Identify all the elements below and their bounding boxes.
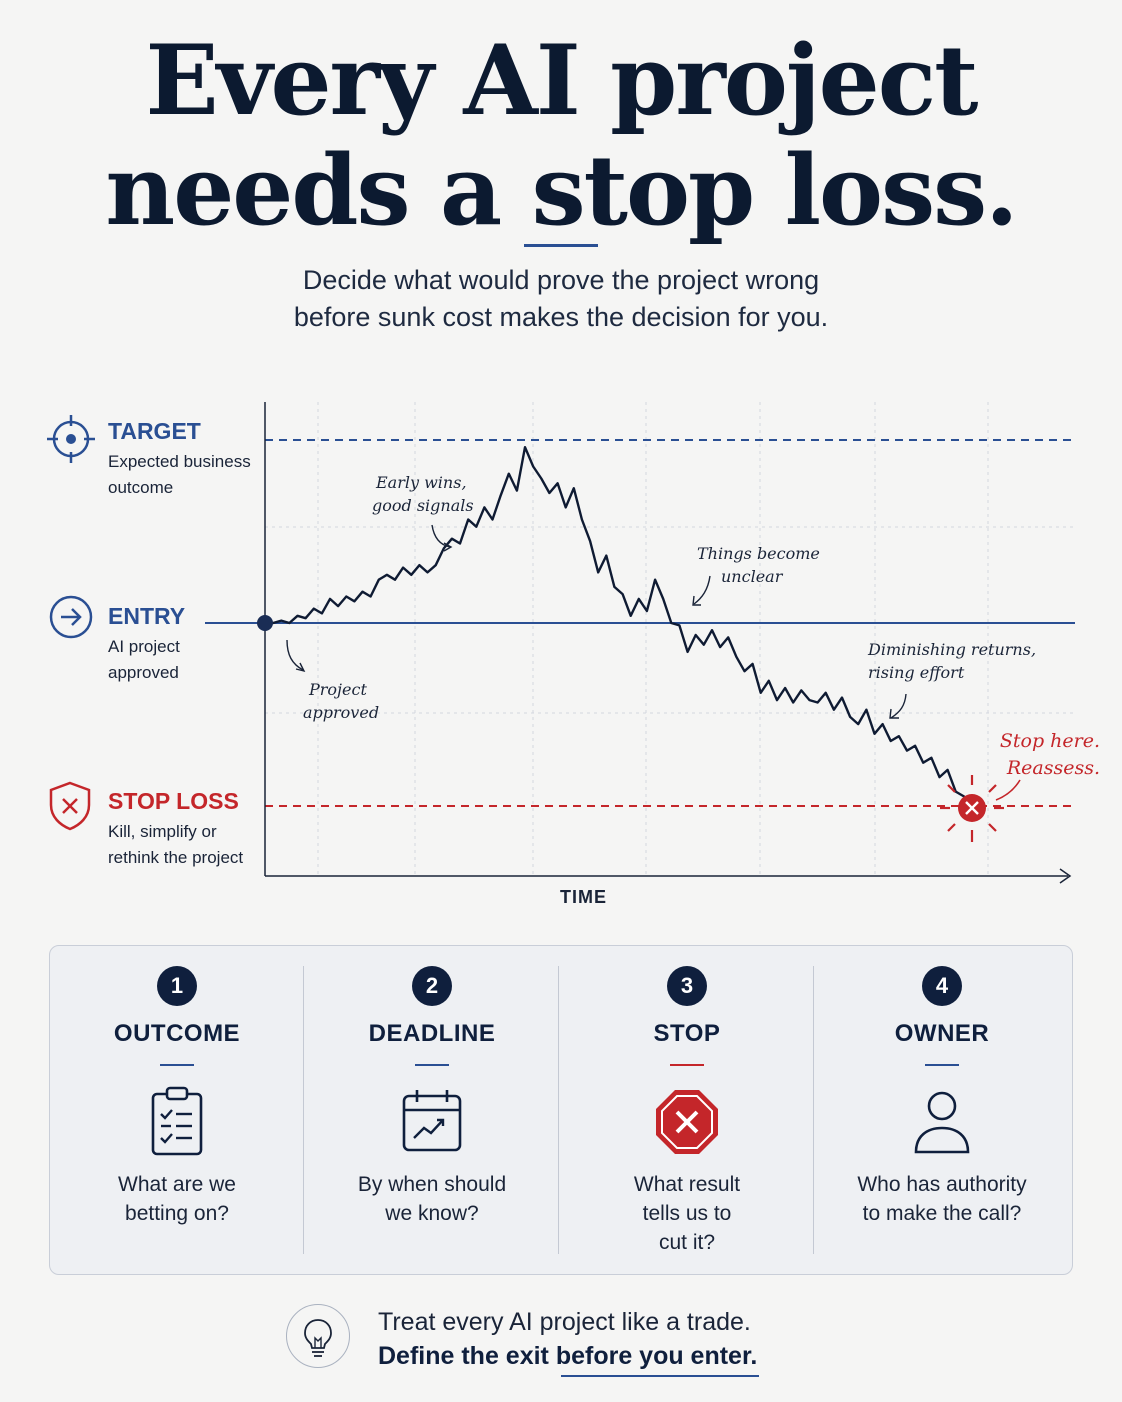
title-line-1: Every AI project (145, 24, 979, 137)
stop-burst (940, 775, 1004, 842)
early-wins-arrow (431, 524, 451, 548)
step-outcome: 1 OUTCOME What are we betting on? (50, 946, 304, 1276)
annotation-diminish-line-1: Diminishing returns, (868, 640, 1037, 659)
x-axis-arrow (1059, 868, 1072, 884)
step-question-line-1: By when should (357, 1173, 507, 1196)
annotation-unclear: Things become unclear (697, 542, 820, 588)
step-question-line-2: tells us to (642, 1202, 732, 1225)
person-icon (914, 1091, 970, 1154)
annotation-approved-line-1: Project (309, 680, 367, 699)
target-label: TARGET (108, 418, 201, 444)
stop-desc-line-1: Kill, simplify or (108, 822, 217, 841)
stop-loss-chart (205, 402, 1075, 884)
target-desc-line-1: Expected business (108, 452, 251, 471)
column-divider (558, 966, 559, 1254)
lightbulb-icon (304, 1319, 332, 1357)
stop-loss-description: Kill, simplify or rethink the project (108, 819, 243, 871)
step-title: STOP (653, 1020, 721, 1047)
step-question-line-2: betting on? (125, 1202, 229, 1225)
step-number: 1 (157, 966, 197, 1006)
unclear-arrow (693, 575, 711, 605)
reference-lines (205, 439, 1075, 807)
entry-description: AI project approved (108, 634, 180, 686)
step-number: 3 (667, 966, 707, 1006)
entry-desc-line-1: AI project (108, 637, 180, 656)
subtitle: Decide what would prove the project wron… (0, 262, 1122, 336)
x-axis-label: TIME (560, 887, 607, 907)
stop-desc-line-2: rethink the project (108, 848, 244, 867)
step-rule (415, 1064, 449, 1066)
step-owner: 4 OWNER Who has authority to make the ca… (815, 946, 1069, 1276)
step-title: OWNER (894, 1020, 990, 1047)
step-deadline: 2 DEADLINE By when should we know? (305, 946, 559, 1276)
annotation-unclear-line-2: unclear (721, 567, 783, 586)
annotation-early-line-2: good signals (372, 496, 474, 515)
step-title: DEADLINE (368, 1020, 496, 1047)
column-divider (813, 966, 814, 1254)
arrow-right-circle-icon (49, 595, 93, 639)
step-question-line-1: What are we (118, 1173, 236, 1196)
step-rule (160, 1064, 194, 1066)
annotation-early-line-1: Early wins, (376, 473, 467, 492)
annotation-project-approved: Project approved (303, 678, 379, 724)
annotation-stop-here: Stop here. Reassess. (990, 728, 1100, 782)
step-question-line-2: we know? (385, 1202, 479, 1225)
step-rule (670, 1064, 704, 1066)
annotation-diminish-line-2: rising effort (868, 663, 965, 682)
annotation-stop-line-1: Stop here. (999, 730, 1100, 752)
diminishing-arrow (890, 693, 907, 719)
chart-grid (265, 402, 1075, 876)
stop-sign-icon (656, 1090, 718, 1154)
stop-loss-label: STOP LOSS (108, 788, 239, 814)
step-stop: 3 STOP What result tells us to cut it? (560, 946, 814, 1276)
subtitle-line-1: Decide what would prove the project wron… (302, 265, 820, 295)
footer-icon-circle (286, 1304, 350, 1368)
column-divider (303, 966, 304, 1254)
step-question-line-2: to make the call? (862, 1202, 1022, 1225)
annotation-stop-line-2: Reassess. (1006, 757, 1100, 779)
annotation-unclear-line-1: Things become (697, 544, 820, 563)
annotation-early-wins: Early wins, good signals (372, 471, 474, 517)
entry-label: ENTRY (108, 603, 186, 629)
annotation-diminishing-returns: Diminishing returns, rising effort (868, 638, 1036, 684)
calendar-trend-icon (402, 1090, 462, 1152)
project-value-line (265, 446, 973, 807)
chart-axes (264, 402, 1072, 884)
entry-point-marker (257, 615, 273, 631)
subtitle-line-2: before sunk cost makes the decision for … (293, 302, 829, 332)
step-question: Who has authority to make the call? (825, 1170, 1059, 1228)
footer-line-1: Treat every AI project like a trade. (378, 1308, 751, 1336)
step-number: 2 (412, 966, 452, 1006)
target-desc-line-2: outcome (108, 478, 174, 497)
clipboard-checklist-icon (151, 1086, 203, 1156)
step-question: What are we betting on? (60, 1170, 294, 1228)
approved-arrow (286, 639, 304, 671)
annotation-approved-line-2: approved (303, 703, 380, 722)
step-question-line-3: cut it? (658, 1231, 716, 1254)
target-icon (47, 415, 95, 463)
steps-card: 1 OUTCOME What are we betting on? 2 DEAD… (49, 945, 1073, 1275)
step-rule (925, 1064, 959, 1066)
step-question-line-1: Who has authority (857, 1173, 1027, 1196)
shield-x-icon (49, 781, 91, 831)
step-question: What result tells us to cut it? (570, 1170, 804, 1257)
entry-desc-line-2: approved (108, 663, 179, 682)
step-question: By when should we know? (315, 1170, 549, 1228)
step-question-line-1: What result (633, 1173, 741, 1196)
stop-here-arrow (995, 779, 1021, 801)
target-description: Expected business outcome (108, 449, 251, 501)
step-title: OUTCOME (113, 1020, 241, 1047)
step-number: 4 (922, 966, 962, 1006)
page-title: Every AI project needs a stop loss. (0, 26, 1122, 246)
title-line-2: needs a stop loss. (105, 134, 1018, 247)
footer-line-2: Define the exit before you enter. (378, 1342, 758, 1370)
footer-underline (561, 1375, 759, 1377)
title-divider (524, 244, 598, 247)
